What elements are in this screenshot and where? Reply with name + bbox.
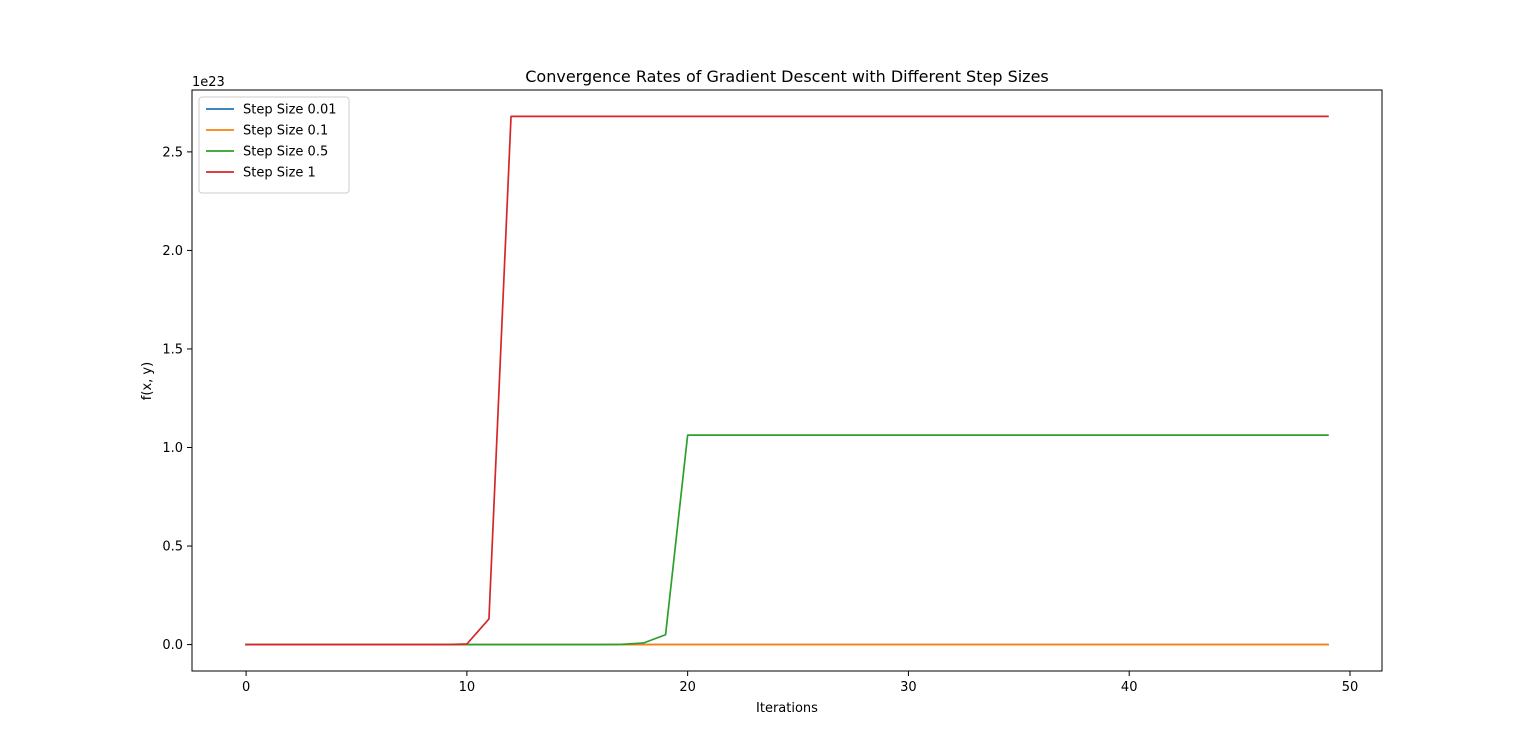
y-tick-label: 0.5	[162, 540, 183, 555]
series-layer	[245, 115, 1329, 646]
x-tick-label: 10	[459, 680, 476, 695]
legend-entry: Step Size 0.1	[243, 124, 328, 139]
x-axis-label: Iterations	[756, 701, 818, 716]
legend-entry: Step Size 0.5	[243, 145, 328, 160]
legend-entry: Step Size 0.01	[243, 103, 337, 118]
y-tick-label: 2.5	[162, 145, 183, 160]
plot-area	[191, 89, 1383, 672]
y-tick-label: 1.5	[162, 342, 183, 357]
legend-box	[198, 96, 350, 194]
y-axis-offset-label: 1e23	[192, 75, 225, 90]
x-tick-label: 20	[679, 680, 696, 695]
x-tick-label: 50	[1342, 680, 1359, 695]
y-tick-label: 1.0	[162, 441, 183, 456]
y-axis: 0.0 0.5 1.0 1.5 2.0 2.5	[162, 145, 192, 653]
x-tick-label: 0	[242, 680, 250, 695]
legend-entry: Step Size 1	[243, 166, 316, 181]
legend: Step Size 0.01 Step Size 0.1 Step Size 0.5…	[198, 96, 350, 194]
x-axis: 0 10 20 30 40 50	[242, 671, 1358, 695]
series-line-3	[245, 115, 1329, 646]
x-tick-label: 30	[900, 680, 917, 695]
y-tick-label: 2.0	[162, 244, 183, 259]
x-tick-label: 40	[1121, 680, 1138, 695]
chart-title: Convergence Rates of Gradient Descent wi…	[525, 67, 1049, 86]
y-axis-label: f(x, y)	[140, 362, 155, 400]
y-tick-label: 0.0	[162, 638, 183, 653]
